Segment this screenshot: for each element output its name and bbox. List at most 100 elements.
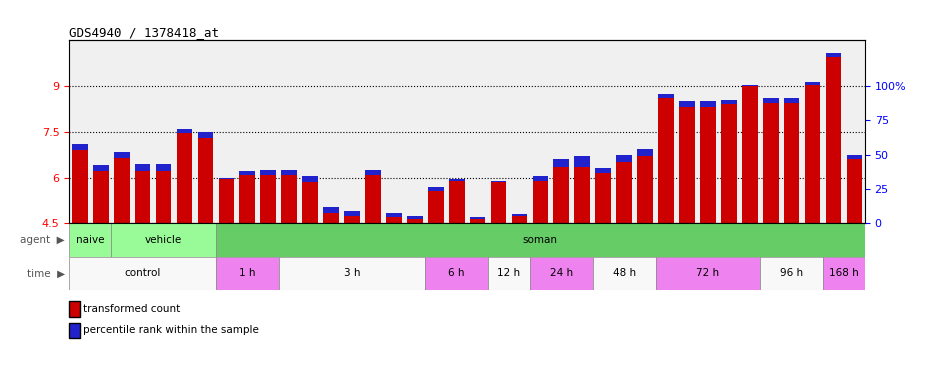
Bar bbox=[490, 180, 506, 182]
Bar bbox=[512, 214, 527, 216]
Bar bbox=[659, 98, 673, 223]
FancyBboxPatch shape bbox=[426, 257, 488, 290]
Bar bbox=[553, 159, 569, 167]
Bar bbox=[470, 217, 486, 219]
Bar bbox=[198, 132, 214, 138]
Bar bbox=[386, 213, 401, 217]
Bar bbox=[198, 138, 214, 223]
Text: 96 h: 96 h bbox=[780, 268, 803, 278]
Bar bbox=[323, 207, 339, 213]
Bar bbox=[386, 217, 401, 223]
Bar bbox=[846, 159, 862, 223]
Bar bbox=[470, 219, 486, 223]
Bar bbox=[261, 175, 276, 223]
Bar bbox=[721, 100, 736, 104]
Bar bbox=[344, 216, 360, 223]
Text: 48 h: 48 h bbox=[612, 268, 635, 278]
Bar bbox=[114, 158, 130, 223]
Text: transformed count: transformed count bbox=[83, 304, 180, 314]
Bar bbox=[344, 211, 360, 216]
FancyBboxPatch shape bbox=[216, 223, 865, 257]
Bar bbox=[92, 166, 108, 172]
Text: naive: naive bbox=[76, 235, 105, 245]
Bar bbox=[679, 108, 695, 223]
Bar bbox=[763, 98, 779, 103]
Bar bbox=[261, 170, 276, 175]
Bar bbox=[637, 156, 653, 223]
Bar bbox=[846, 155, 862, 159]
Bar bbox=[407, 219, 423, 223]
Bar bbox=[659, 94, 673, 98]
FancyBboxPatch shape bbox=[823, 257, 865, 290]
Bar bbox=[721, 104, 736, 223]
Bar bbox=[135, 172, 151, 223]
FancyBboxPatch shape bbox=[111, 223, 216, 257]
Bar bbox=[365, 170, 381, 175]
Text: 6 h: 6 h bbox=[449, 268, 465, 278]
Bar bbox=[92, 172, 108, 223]
Text: vehicle: vehicle bbox=[145, 235, 182, 245]
Text: time  ▶: time ▶ bbox=[27, 268, 65, 278]
Bar bbox=[177, 129, 192, 133]
FancyBboxPatch shape bbox=[656, 257, 760, 290]
Bar bbox=[177, 133, 192, 223]
Bar bbox=[805, 81, 820, 84]
FancyBboxPatch shape bbox=[530, 257, 593, 290]
Bar bbox=[240, 172, 255, 175]
Text: agent  ▶: agent ▶ bbox=[20, 235, 65, 245]
Bar bbox=[742, 86, 758, 223]
FancyBboxPatch shape bbox=[69, 257, 216, 290]
Bar bbox=[805, 84, 820, 223]
Bar bbox=[700, 101, 716, 108]
Bar bbox=[72, 150, 88, 223]
FancyBboxPatch shape bbox=[593, 257, 656, 290]
Bar bbox=[679, 101, 695, 108]
Bar bbox=[616, 155, 632, 162]
Bar bbox=[302, 176, 318, 182]
Bar bbox=[596, 169, 611, 173]
Bar bbox=[281, 175, 297, 223]
Text: 3 h: 3 h bbox=[344, 268, 360, 278]
Bar bbox=[763, 103, 779, 223]
Bar bbox=[783, 98, 799, 103]
Bar bbox=[72, 144, 88, 150]
Bar bbox=[428, 187, 444, 191]
Bar bbox=[302, 182, 318, 223]
Bar bbox=[218, 179, 234, 223]
Bar bbox=[596, 173, 611, 223]
Bar bbox=[218, 178, 234, 179]
Bar bbox=[365, 175, 381, 223]
Bar bbox=[490, 182, 506, 223]
Bar bbox=[637, 149, 653, 156]
Bar bbox=[826, 57, 842, 223]
Text: percentile rank within the sample: percentile rank within the sample bbox=[83, 325, 259, 335]
Bar bbox=[449, 179, 464, 180]
Bar bbox=[323, 213, 339, 223]
Bar bbox=[616, 162, 632, 223]
Bar bbox=[553, 167, 569, 223]
Bar bbox=[114, 152, 130, 158]
Text: 72 h: 72 h bbox=[697, 268, 720, 278]
Bar bbox=[155, 172, 171, 223]
Bar bbox=[135, 164, 151, 172]
Bar bbox=[449, 180, 464, 223]
Bar bbox=[428, 191, 444, 223]
Bar bbox=[574, 167, 590, 223]
Bar bbox=[533, 180, 549, 223]
Bar bbox=[512, 216, 527, 223]
Bar bbox=[574, 156, 590, 167]
Text: 168 h: 168 h bbox=[829, 268, 858, 278]
Text: 24 h: 24 h bbox=[549, 268, 573, 278]
Bar bbox=[700, 108, 716, 223]
Bar bbox=[783, 103, 799, 223]
Bar bbox=[826, 53, 842, 57]
Text: 12 h: 12 h bbox=[498, 268, 521, 278]
Text: soman: soman bbox=[523, 235, 558, 245]
Text: 1 h: 1 h bbox=[239, 268, 255, 278]
Text: control: control bbox=[125, 268, 161, 278]
FancyBboxPatch shape bbox=[278, 257, 426, 290]
Bar bbox=[742, 84, 758, 86]
Bar bbox=[240, 175, 255, 223]
Text: GDS4940 / 1378418_at: GDS4940 / 1378418_at bbox=[69, 26, 219, 39]
FancyBboxPatch shape bbox=[760, 257, 823, 290]
